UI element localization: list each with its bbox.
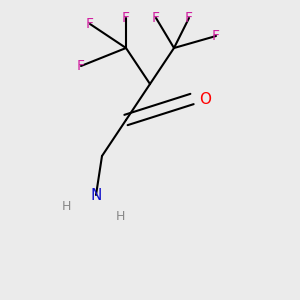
Text: F: F <box>86 17 94 31</box>
Text: H: H <box>115 209 125 223</box>
Text: F: F <box>77 59 85 73</box>
Text: F: F <box>122 11 130 25</box>
Text: F: F <box>152 11 160 25</box>
Text: N: N <box>90 188 102 202</box>
Text: H: H <box>61 200 71 214</box>
Text: F: F <box>212 29 220 43</box>
Text: O: O <box>200 92 211 106</box>
Text: F: F <box>185 11 193 25</box>
